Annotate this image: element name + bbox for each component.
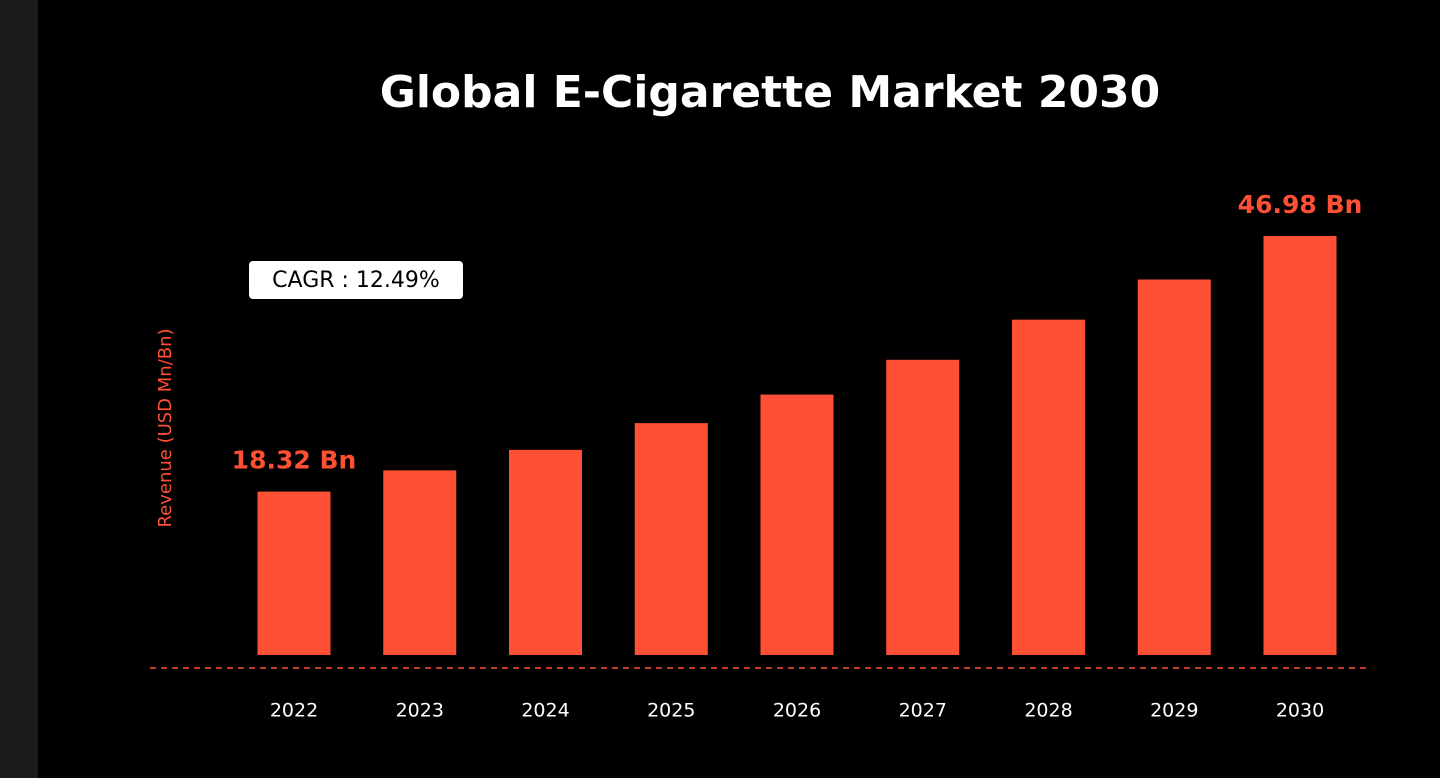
x-tick-label: 2024 xyxy=(521,700,569,722)
side-strip xyxy=(0,0,38,778)
x-tick-label: 2023 xyxy=(396,700,444,722)
bar xyxy=(383,470,457,655)
cagr-box xyxy=(249,261,463,299)
bar xyxy=(886,359,960,655)
x-tick-label: 2028 xyxy=(1024,700,1072,722)
y-axis-label: Revenue (USD Mn/Bn) xyxy=(155,328,176,527)
bar xyxy=(760,394,834,655)
x-tick-label: 2022 xyxy=(270,700,318,722)
bar xyxy=(509,449,582,655)
x-tick-label: 2027 xyxy=(899,700,947,722)
bar xyxy=(1137,279,1211,655)
bar xyxy=(257,491,331,655)
bar xyxy=(634,423,708,655)
data-label: 46.98 Bn xyxy=(1238,190,1363,219)
data-label: 18.32 Bn xyxy=(232,446,357,475)
x-tick-label: 2025 xyxy=(647,700,695,722)
bar xyxy=(1012,319,1085,655)
bar xyxy=(1263,236,1337,655)
cagr-annotation: CAGR : 12.49% xyxy=(272,268,440,293)
x-tick-label: 2029 xyxy=(1150,700,1198,722)
x-tick-label: 2026 xyxy=(773,700,821,722)
x-tick-label: 2030 xyxy=(1276,700,1324,722)
chart-title: Global E-Cigarette Market 2030 xyxy=(380,67,1161,118)
